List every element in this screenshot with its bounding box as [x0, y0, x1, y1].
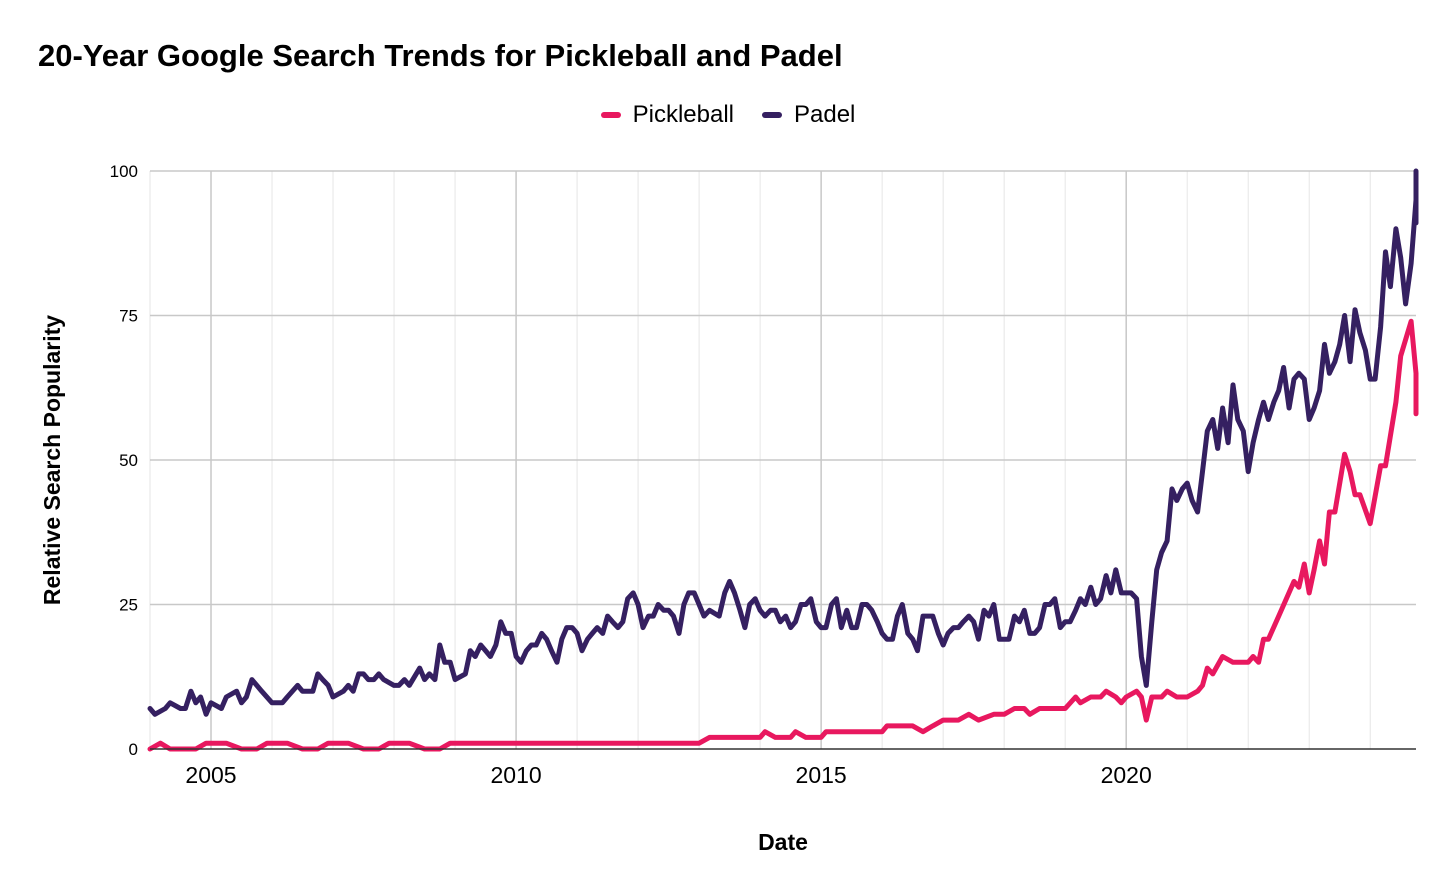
legend-swatch-padel: [762, 112, 782, 118]
x-axis-ticks: 2005 2010 2015 2020: [185, 762, 1151, 788]
series-layer: [147, 168, 1419, 752]
x-tick-label: 2005: [185, 762, 236, 788]
legend-label-pickleball: Pickleball: [632, 101, 734, 128]
y-tick-label: 100: [110, 162, 138, 181]
legend-item-pickleball: Pickleball: [600, 101, 734, 129]
y-tick-label: 0: [129, 740, 138, 759]
y-tick-label: 50: [119, 451, 138, 470]
legend-item-padel: Padel: [762, 101, 855, 129]
chart-title: 20-Year Google Search Trends for Pickleb…: [38, 38, 843, 73]
x-tick-label: 2010: [490, 762, 541, 788]
x-tick-label: 2020: [1101, 762, 1152, 788]
legend-label-padel: Padel: [794, 101, 856, 128]
y-tick-label: 75: [119, 307, 138, 326]
x-axis-title: Date: [758, 829, 808, 855]
y-axis-ticks: 0 25 50 75 100: [110, 162, 138, 759]
y-axis-title: Relative Search Popularity: [39, 315, 65, 605]
x-tick-label: 2015: [796, 762, 847, 788]
legend-swatch-pickleball: [600, 112, 621, 118]
series-line-pickleball: [147, 318, 1419, 752]
major-gridlines: [150, 170, 1416, 749]
y-tick-label: 25: [119, 596, 138, 615]
chart-legend: Pickleball Padel: [0, 101, 1456, 129]
series-line-padel: [147, 168, 1419, 717]
